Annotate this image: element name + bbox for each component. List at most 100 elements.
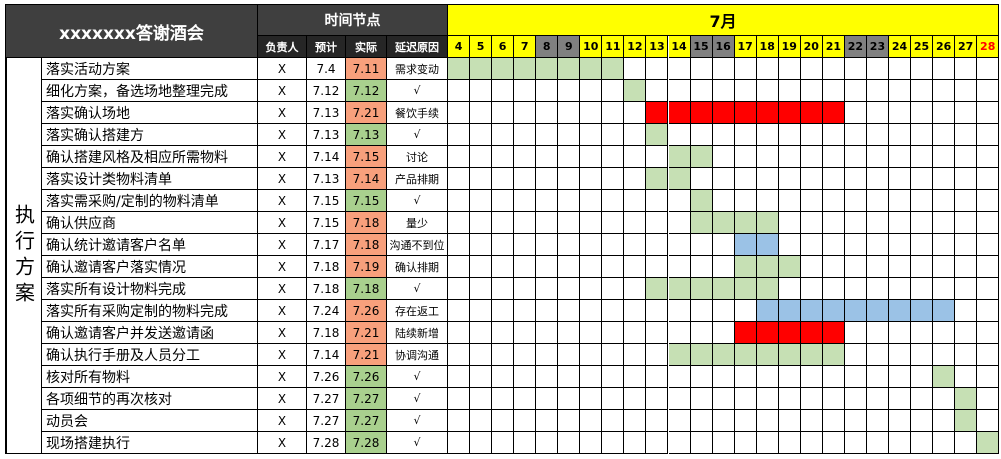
task-actual-date: 7.26 (346, 300, 387, 322)
gantt-cell (977, 124, 1000, 146)
gantt-bar-cell (800, 300, 823, 322)
gantt-bar-cell (822, 300, 845, 322)
gantt-cell (470, 366, 493, 388)
task-owner: X (258, 388, 307, 410)
gantt-bar-cell (690, 278, 713, 300)
gantt-cell (977, 300, 1000, 322)
gantt-cell (470, 410, 493, 432)
gantt-cell (536, 168, 559, 190)
gantt-cell (536, 366, 559, 388)
gantt-cell (646, 366, 669, 388)
task-name: 落实所有设计物料完成 (42, 278, 258, 300)
gantt-cell (911, 432, 934, 454)
gantt-cell (866, 58, 889, 80)
gantt-cell (580, 366, 603, 388)
gantt-bar-cell (624, 80, 647, 102)
gantt-cell (514, 190, 537, 212)
gantt-cell (955, 190, 978, 212)
gantt-cell (646, 80, 669, 102)
gantt-cell (911, 278, 934, 300)
gantt-cell (866, 410, 889, 432)
gantt-cell (668, 80, 691, 102)
gantt-cell (955, 58, 978, 80)
gantt-cell (492, 322, 515, 344)
task-planned-date: 7.13 (307, 102, 346, 124)
gantt-bar-cell (668, 102, 691, 124)
gantt-cell (866, 278, 889, 300)
gantt-cell (536, 80, 559, 102)
gantt-bar-cell (778, 300, 801, 322)
gantt-bar-cell (778, 322, 801, 344)
gantt-cell (911, 410, 934, 432)
task-delay-reason: √ (387, 190, 448, 212)
gantt-cell (800, 190, 823, 212)
gantt-cell (448, 344, 471, 366)
gantt-cell (844, 344, 867, 366)
gantt-cell (712, 146, 735, 168)
gantt-cell (514, 234, 537, 256)
gantt-cell (690, 366, 713, 388)
gantt-bar-cell (734, 256, 757, 278)
day-header-10: 10 (580, 36, 603, 58)
task-actual-date: 7.21 (346, 102, 387, 124)
gantt-cell (514, 388, 537, 410)
day-header-11: 11 (602, 36, 625, 58)
gantt-cell (955, 80, 978, 102)
task-delay-reason: 陆续新增 (387, 322, 448, 344)
task-owner: X (258, 278, 307, 300)
gantt-cell (558, 366, 581, 388)
gantt-cell (977, 80, 1000, 102)
gantt-cell (712, 168, 735, 190)
gantt-bar-cell (712, 278, 735, 300)
gantt-cell (492, 146, 515, 168)
task-delay-reason: 产品排期 (387, 168, 448, 190)
gantt-cell (800, 80, 823, 102)
task-owner: X (258, 58, 307, 80)
gantt-bar-cell (756, 256, 779, 278)
gantt-cell (844, 432, 867, 454)
gantt-cell (977, 410, 1000, 432)
gantt-cell (800, 278, 823, 300)
gantt-cell (933, 234, 956, 256)
gantt-cell (448, 234, 471, 256)
gantt-cell (646, 344, 669, 366)
task-planned-date: 7.13 (307, 168, 346, 190)
gantt-cell (911, 80, 934, 102)
gantt-cell (844, 256, 867, 278)
task-planned-date: 7.28 (307, 432, 346, 454)
gantt-cell (580, 190, 603, 212)
time-nodes-header: 时间节点 (258, 5, 448, 36)
gantt-bar-cell (558, 58, 581, 80)
gantt-cell (889, 410, 912, 432)
gantt-cell (889, 58, 912, 80)
gantt-cell (822, 80, 845, 102)
gantt-cell (844, 410, 867, 432)
gantt-cell (470, 102, 493, 124)
gantt-cell (911, 388, 934, 410)
task-actual-date: 7.12 (346, 80, 387, 102)
task-planned-date: 7.27 (307, 388, 346, 410)
gantt-cell (866, 388, 889, 410)
gantt-cell (911, 212, 934, 234)
gantt-cell (624, 58, 647, 80)
task-name: 现场搭建执行 (42, 432, 258, 454)
gantt-cell (756, 432, 779, 454)
gantt-cell (646, 256, 669, 278)
gantt-cell (844, 322, 867, 344)
gantt-cell (734, 124, 757, 146)
gantt-cell (933, 256, 956, 278)
day-header-24: 24 (889, 36, 912, 58)
gantt-cell (844, 366, 867, 388)
gantt-cell (778, 212, 801, 234)
task-name: 确认搭建风格及相应所需物料 (42, 146, 258, 168)
gantt-cell (778, 366, 801, 388)
day-header-19: 19 (778, 36, 801, 58)
gantt-cell (470, 168, 493, 190)
gantt-cell (712, 256, 735, 278)
gantt-cell (977, 366, 1000, 388)
gantt-cell (712, 366, 735, 388)
gantt-cell (668, 300, 691, 322)
gantt-cell (602, 322, 625, 344)
gantt-cell (558, 256, 581, 278)
gantt-cell (778, 278, 801, 300)
